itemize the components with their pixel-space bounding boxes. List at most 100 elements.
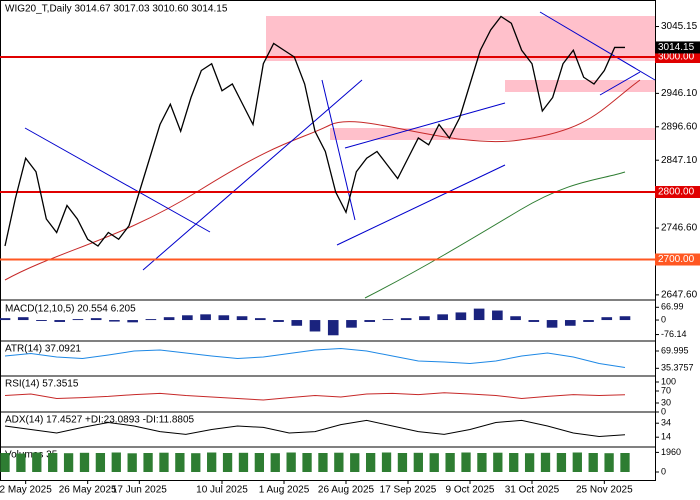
indicator-bar	[492, 310, 503, 321]
indicator-label: MACD(12,10,5) 20.554 6.205	[5, 304, 136, 315]
chart-title: WIG20_T,Daily 3014.67 3017.03 3010.60 30…	[5, 4, 228, 15]
indicator-bar	[72, 319, 84, 321]
indicator-line	[4, 419, 626, 438]
indicator-bar	[111, 452, 121, 472]
indicator-bar	[327, 320, 339, 336]
indicator-bar	[32, 452, 42, 472]
price-tag	[655, 41, 700, 54]
indicator-bar	[493, 452, 503, 472]
indicator-bar	[601, 317, 613, 321]
y-tick-label: 2896.60	[661, 121, 698, 132]
y-tick-label: 35.3757	[661, 363, 694, 373]
x-tick-label: 9 Oct 2025	[446, 485, 495, 496]
indicator-bar	[48, 453, 58, 472]
indicator-bar	[429, 453, 439, 472]
indicator-bar	[145, 319, 157, 321]
indicator-bar	[127, 320, 138, 323]
y-tick-label: 70	[661, 385, 671, 395]
indicator-bar	[365, 453, 376, 472]
indicator-bar	[309, 320, 321, 332]
indicator-bar	[207, 452, 217, 472]
level-label: 2700.00	[658, 254, 695, 265]
y-tick-label: -76.14	[661, 329, 687, 339]
y-tick-label: 1960	[661, 447, 681, 457]
indicator-bar	[334, 452, 344, 472]
indicator-bar	[524, 453, 535, 472]
indicator-bar	[238, 452, 249, 472]
indicator-bar	[0, 318, 11, 321]
indicator-bar	[556, 453, 567, 472]
indicator-bar	[318, 453, 328, 472]
y-tick-label: 3045.15	[661, 21, 698, 32]
x-tick-label: 17 Jun 2025	[112, 485, 167, 496]
indicator-bar	[159, 452, 169, 472]
y-tick-label: 2847.10	[661, 155, 698, 166]
indicator-bar	[397, 453, 408, 472]
indicator-bar	[54, 320, 66, 322]
indicator-bar	[127, 453, 137, 472]
indicator-bar	[273, 320, 284, 322]
indicator-bar	[218, 315, 230, 321]
indicator-bar	[0, 453, 10, 472]
indicator-bar	[222, 453, 233, 472]
indicator-bar	[302, 453, 312, 472]
x-tick-label: 2 May 2025	[0, 485, 52, 496]
indicator-bar	[143, 453, 153, 472]
indicator-bar	[191, 453, 201, 472]
indicator-bar	[63, 453, 74, 472]
indicator-bar	[17, 317, 29, 321]
indicator-bar	[254, 453, 265, 472]
y-tick-label: 2946.10	[661, 88, 698, 99]
indicator-bar	[546, 320, 558, 328]
indicator-bar	[620, 453, 630, 472]
indicator-bar	[382, 319, 394, 321]
trendlines	[24, 11, 656, 271]
level-tag	[655, 253, 700, 266]
indicator-bar	[254, 318, 266, 321]
indicator-bar	[437, 314, 448, 321]
y-tick-label: 34	[661, 418, 671, 428]
x-tick-label: 1 Aug 2025	[259, 485, 310, 496]
current-price: 3014.15	[658, 42, 695, 53]
indicator-bar	[473, 308, 485, 321]
y-tick-label: 30	[661, 397, 671, 407]
indicator-bar	[109, 320, 120, 322]
indicator-bar	[588, 453, 598, 472]
x-tick-label: 31 Oct 2025	[505, 485, 560, 496]
indicator-label: ATR(14) 37.0921	[5, 344, 81, 355]
indicator-bar	[540, 452, 551, 472]
indicator-line	[4, 392, 626, 401]
x-tick-label: 17 Sep 2025	[380, 485, 437, 496]
y-tick-label: 0	[661, 466, 666, 476]
indicator-bar	[461, 452, 471, 472]
indicator-bar	[175, 453, 185, 472]
y-tick-label: 66.99	[661, 302, 684, 312]
indicator-bar	[200, 314, 211, 321]
indicator-label: ADX(14) 17.4527 +DI:23.0893 -DI:11.8805	[5, 415, 195, 426]
zone	[505, 80, 655, 92]
indicator-label: Volumes 35	[5, 450, 58, 461]
indicator-bar	[564, 320, 576, 326]
indicator-bar	[286, 452, 296, 472]
indicator-bar	[400, 318, 412, 321]
y-tick-label: 2746.60	[661, 223, 698, 234]
level-tag	[655, 186, 700, 198]
indicator-bar	[364, 320, 376, 322]
x-tick-label: 25 Nov 2025	[576, 485, 633, 496]
indicator-bar	[350, 453, 360, 472]
indicator-bar	[381, 452, 392, 472]
indicator-bar	[270, 453, 280, 472]
indicator-bar	[163, 317, 175, 321]
indicator-bar	[419, 316, 430, 321]
y-tick-label: 100	[661, 376, 676, 386]
y-tick-label: 69.995	[661, 345, 689, 355]
level-tag	[655, 51, 700, 63]
indicator-bar	[445, 453, 455, 472]
indicator-bar	[236, 316, 248, 321]
y-tick-label: 0	[661, 406, 666, 416]
indicator-bar	[528, 320, 540, 322]
indicator-line	[4, 347, 626, 368]
indicator-bar	[477, 453, 487, 472]
